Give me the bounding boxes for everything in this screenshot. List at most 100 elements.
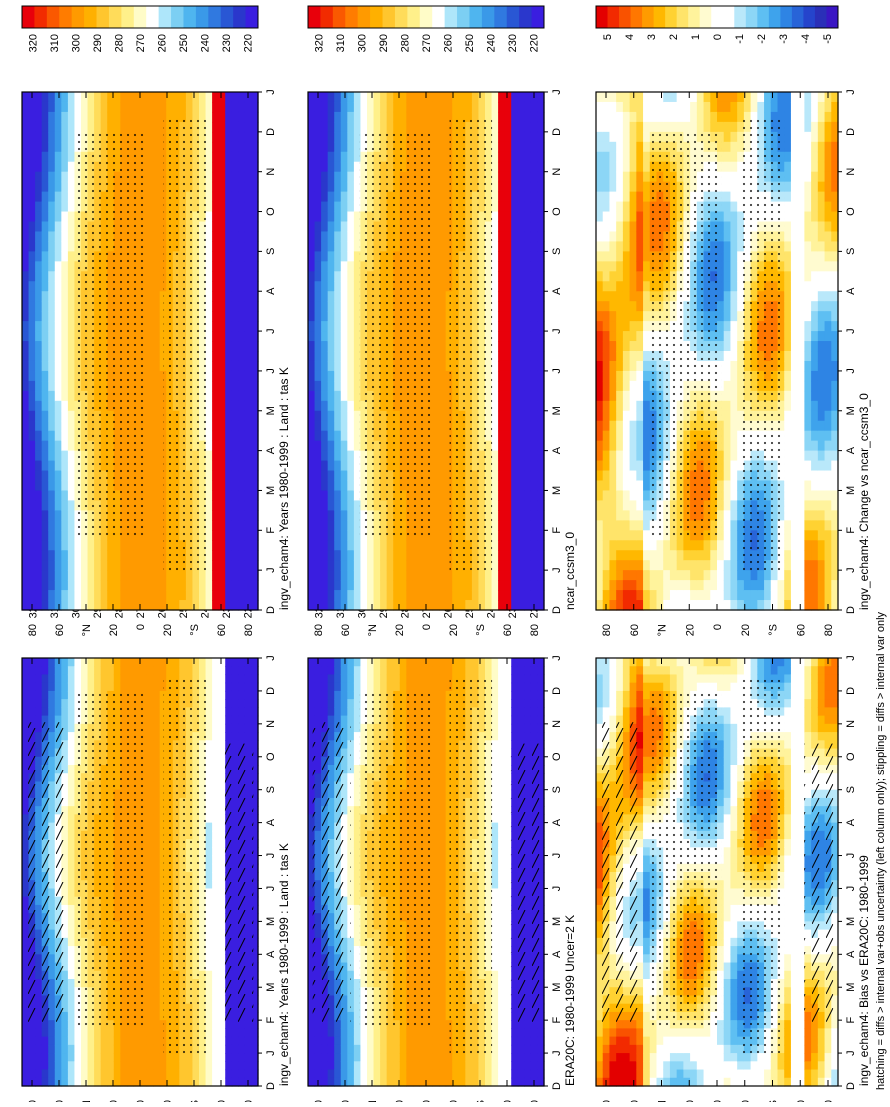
- heatmap-cell: [74, 112, 81, 123]
- heatmap-cell: [245, 471, 252, 482]
- month-tick-label: F: [265, 527, 277, 534]
- heatmap-cell: [212, 351, 219, 362]
- heatmap-cell: [219, 790, 226, 799]
- heatmap-cell: [433, 781, 440, 790]
- heatmap-cell: [29, 707, 36, 716]
- heatmap-cell: [61, 182, 68, 193]
- colorbar-tick-label: 290: [92, 34, 104, 52]
- heatmap-cell: [29, 421, 36, 432]
- heatmap-cell: [61, 560, 68, 571]
- heatmap-cell: [35, 691, 42, 700]
- heatmap-cell: [81, 580, 88, 591]
- heatmap-cell: [225, 291, 232, 302]
- heatmap-cell: [88, 540, 95, 551]
- heatmap-cell: [147, 241, 154, 252]
- heatmap-cell: [61, 411, 68, 422]
- heatmap-cell: [347, 1028, 354, 1037]
- heatmap-cell: [206, 979, 213, 988]
- heatmap-cell: [94, 550, 101, 561]
- heatmap-cell: [245, 291, 252, 302]
- heatmap-cell: [328, 683, 335, 692]
- heatmap-cell: [433, 658, 440, 667]
- heatmap-cell: [245, 172, 252, 183]
- heatmap-cell: [433, 732, 440, 741]
- heatmap-cell: [140, 1028, 147, 1037]
- heatmap-cell: [140, 590, 147, 601]
- heatmap-cell: [35, 1037, 42, 1046]
- heatmap-cell: [321, 666, 328, 675]
- heatmap-cell: [48, 271, 55, 282]
- heatmap-cell: [22, 500, 29, 511]
- heatmap-cell: [48, 132, 55, 143]
- heatmap-cell: [219, 658, 226, 667]
- heatmap-cell: [42, 1078, 49, 1087]
- heatmap-cell: [42, 1028, 49, 1037]
- heatmap-cell: [219, 1004, 226, 1013]
- heatmap-cell: [439, 757, 446, 766]
- heatmap-cell: [107, 683, 114, 692]
- heatmap-cell: [328, 1061, 335, 1070]
- heatmap-cell: [173, 102, 180, 113]
- heatmap-cell: [328, 707, 335, 716]
- month-tick-label: J: [265, 655, 277, 661]
- heatmap-cell: [225, 600, 232, 611]
- heatmap-cell: [219, 1053, 226, 1062]
- heatmap-cell: [133, 1070, 140, 1079]
- heatmap-cell: [61, 192, 68, 203]
- heatmap-cell: [29, 500, 36, 511]
- heatmap-cell: [61, 658, 68, 667]
- heatmap-cell: [153, 724, 160, 733]
- heatmap-cell: [212, 1053, 219, 1062]
- heatmap-cell: [426, 683, 433, 692]
- heatmap-cell: [55, 666, 62, 675]
- lat-tick-label: 20: [108, 624, 120, 636]
- heatmap-cell: [360, 1078, 367, 1087]
- heatmap-cell: [212, 510, 219, 521]
- heatmap-cell: [238, 550, 245, 561]
- heatmap-cell: [153, 921, 160, 930]
- heatmap-cell: [42, 683, 49, 692]
- heatmap-cell: [22, 510, 29, 521]
- heatmap-cell: [245, 202, 252, 213]
- heatmap-cell: [94, 666, 101, 675]
- heatmap-cell: [206, 856, 213, 865]
- heatmap-cell: [219, 691, 226, 700]
- heatmap-cell: [334, 1045, 341, 1054]
- heatmap-cell: [225, 540, 232, 551]
- heatmap-cell: [147, 683, 154, 692]
- heatmap-cell: [35, 291, 42, 302]
- heatmap-cell: [29, 411, 36, 422]
- heatmap-cell: [35, 192, 42, 203]
- heatmap-cell: [238, 92, 245, 103]
- heatmap-cell: [212, 1070, 219, 1079]
- heatmap-cell: [341, 1028, 348, 1037]
- heatmap-cell: [219, 590, 226, 601]
- heatmap-cell: [413, 1053, 420, 1062]
- heatmap-cell: [238, 724, 245, 733]
- heatmap-cell: [147, 570, 154, 581]
- heatmap-cell: [147, 1037, 154, 1046]
- heatmap-cell: [245, 411, 252, 422]
- heatmap-cell: [48, 540, 55, 551]
- heatmap-cell: [81, 1037, 88, 1046]
- heatmap-cell: [245, 281, 252, 292]
- heatmap-cell: [232, 351, 239, 362]
- heatmap-cell: [334, 1037, 341, 1046]
- heatmap-cell: [219, 361, 226, 372]
- heatmap-cell: [219, 716, 226, 725]
- heatmap-cell: [35, 481, 42, 492]
- heatmap-cell: [245, 1045, 252, 1054]
- colorbar-swatch: [171, 6, 184, 28]
- heatmap-cell: [308, 1053, 315, 1062]
- heatmap-cell: [29, 212, 36, 223]
- heatmap-cell: [199, 658, 206, 667]
- heatmap-cell: [61, 580, 68, 591]
- heatmap-cell: [94, 102, 101, 113]
- heatmap-cell: [439, 724, 446, 733]
- heatmap-cell: [35, 1070, 42, 1079]
- heatmap-cell: [107, 550, 114, 561]
- heatmap-cell: [153, 1012, 160, 1021]
- heatmap-cell: [400, 1045, 407, 1054]
- heatmap-cell: [206, 1061, 213, 1070]
- heatmap-cell: [35, 92, 42, 103]
